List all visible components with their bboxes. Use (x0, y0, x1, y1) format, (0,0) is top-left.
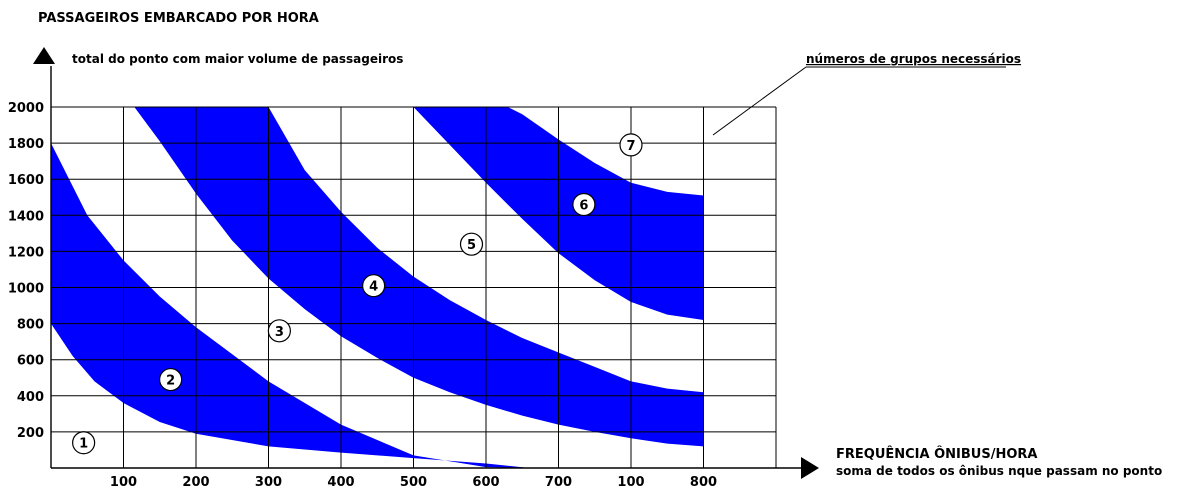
zone-labels: 1 2 3 4 5 6 7 (72, 133, 643, 455)
x-axis-subtitle: soma de todos os ônibus nque passam no p… (836, 464, 1162, 478)
x-axis-title: FREQUÊNCIA ÔNIBUS/HORA (836, 446, 1037, 462)
x-tick-label: 100 (617, 475, 644, 488)
y-tick-label: 1600 (8, 173, 44, 188)
y-axis-arrow-icon (33, 47, 55, 64)
x-tick-label: 400 (327, 475, 354, 488)
zone-circle (72, 431, 96, 455)
y-tick-label: 1200 (8, 245, 44, 260)
y-tick-label: 400 (17, 390, 44, 405)
x-axis-arrow-icon (801, 457, 819, 479)
zone-circle (267, 319, 291, 343)
zone-number: 5 (467, 238, 476, 253)
zone-circle (572, 192, 596, 217)
x-tick-label: 500 (400, 475, 427, 488)
axes (50, 66, 805, 469)
zone-circle (159, 367, 183, 392)
zone-number: 6 (579, 198, 588, 213)
zone-label-6: 6 (572, 192, 596, 217)
x-tick-label: 300 (255, 475, 282, 488)
zone-circle (619, 133, 643, 157)
x-tick-label: 100 (110, 475, 137, 488)
zone-number: 3 (275, 325, 284, 340)
y-tick-label: 1000 (8, 282, 44, 297)
zone-label-4: 4 (362, 274, 386, 298)
y-tick-label: 800 (17, 318, 44, 333)
zone-number: 1 (79, 437, 88, 452)
zone-circle (459, 232, 484, 256)
zone-label-5: 5 (459, 232, 484, 256)
x-tick-label: 800 (690, 475, 717, 488)
zone-label-2: 2 (159, 367, 183, 392)
zone-number: 4 (369, 280, 378, 295)
y-tick-label: 1800 (8, 137, 44, 152)
annotation-label: números de grupos necessários (806, 52, 1021, 66)
x-tick-labels: 100 200 300 400 500 600 700 100 800 (110, 475, 717, 488)
y-tick-label: 1400 (8, 209, 44, 224)
grid (51, 106, 777, 468)
zone-label-7: 7 (619, 133, 643, 157)
zone-label-1: 1 (72, 431, 96, 455)
x-tick-label: 200 (182, 475, 209, 488)
x-tick-label: 700 (545, 475, 572, 488)
zone-number: 2 (166, 374, 175, 389)
y-tick-label: 600 (17, 354, 44, 369)
y-axis-subtitle: total do ponto com maior volume de passa… (72, 52, 403, 66)
y-tick-label: 200 (17, 426, 44, 441)
zone-circle (362, 274, 386, 298)
y-tick-labels: 200 400 600 800 1000 1200 1400 1600 1800 2000 (8, 101, 44, 441)
zone-number: 7 (626, 139, 635, 154)
y-axis-title: PASSAGEIROS EMBARCADO POR HORA (38, 11, 319, 26)
y-tick-label: 2000 (8, 101, 44, 116)
zone-label-3: 3 (267, 319, 291, 343)
annotation-leader-line (712, 66, 807, 136)
x-tick-label: 600 (472, 475, 499, 488)
band-2 (134, 107, 704, 447)
